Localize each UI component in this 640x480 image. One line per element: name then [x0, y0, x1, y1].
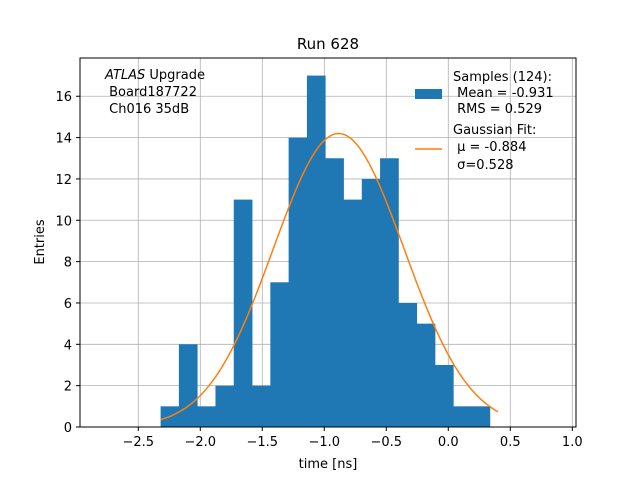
y-tick-label-7: 14: [55, 132, 72, 147]
legend-hist-line-3: RMS = 0.529: [453, 102, 542, 117]
histogram-bar-1: [178, 344, 198, 427]
histogram-bar-16: [453, 406, 472, 427]
histogram-bar-9: [325, 158, 344, 427]
histogram-bar-8: [306, 75, 326, 428]
y-tick-label-6: 12: [55, 173, 72, 188]
x-tick-label-5: 0.0: [438, 435, 459, 450]
chart-title: Run 628: [297, 35, 359, 53]
x-tick-label-3: −1.0: [308, 435, 340, 450]
histogram-bar-12: [380, 158, 399, 427]
x-tick-label-0: −2.5: [122, 435, 154, 450]
y-tick-label-8: 16: [55, 90, 72, 105]
y-tick-label-3: 6: [64, 297, 72, 312]
x-tick-label-4: −0.5: [370, 435, 402, 450]
x-axis-ticks: −2.5 −2.0 −1.5 −1.0 −0.5 0.0 0.5 1.0: [122, 427, 583, 450]
histogram-bar-2: [197, 406, 216, 427]
y-tick-label-2: 4: [64, 338, 72, 353]
histogram-bar-11: [361, 178, 381, 427]
legend-fit-line-1: Gaussian Fit:: [453, 123, 536, 138]
legend-fit-line-2: μ = -0.884: [453, 140, 526, 155]
y-tick-label-5: 10: [55, 214, 72, 229]
histogram-bar-17: [471, 406, 491, 427]
histogram-bar-10: [343, 199, 363, 427]
annotation-line-3: Ch016 35dB: [105, 102, 189, 117]
legend-hist-line-2: Mean = -0.931: [453, 86, 554, 101]
histogram-bar-7: [288, 137, 308, 427]
histogram-bar-4: [233, 199, 253, 427]
histogram-bar-13: [398, 302, 418, 427]
histogram-bar-14: [416, 323, 436, 427]
y-axis-ticks: 0 2 4 6 8 10 12 14 16: [55, 90, 80, 436]
x-axis-label: time [ns]: [299, 457, 358, 472]
legend-hist-swatch: [415, 89, 442, 99]
legend-fit-line-3: σ=0.528: [453, 158, 513, 173]
annotation-line-2: Board187722: [105, 85, 197, 100]
legend-hist-line-1: Samples (124):: [453, 70, 552, 85]
histogram-bar-15: [434, 364, 454, 427]
annotation-box: ATLAS Upgrade Board187722 Ch016 35dB: [104, 68, 205, 117]
histogram-bar-6: [270, 282, 290, 427]
annotation-line-1: ATLAS Upgrade: [104, 68, 205, 83]
y-tick-label-1: 2: [64, 380, 72, 395]
x-tick-label-1: −2.0: [184, 435, 216, 450]
y-tick-label-4: 8: [64, 256, 72, 271]
histogram-bars: [160, 75, 491, 428]
y-tick-label-0: 0: [64, 421, 72, 436]
histogram-bar-5: [252, 385, 271, 427]
x-tick-label-6: 0.5: [500, 435, 521, 450]
histogram-bar-3: [215, 385, 235, 427]
x-tick-label-2: −1.5: [246, 435, 278, 450]
plot-area-frame: [79, 57, 577, 428]
legend: Samples (124): Mean = -0.931 RMS = 0.529…: [415, 70, 554, 173]
annotation-atlas-italic: ATLAS: [104, 68, 145, 83]
x-tick-label-7: 1.0: [562, 435, 583, 450]
annotation-upgrade: Upgrade: [145, 68, 205, 83]
gaussian-fit-curve: [160, 132, 499, 421]
y-axis-label: Entries: [33, 219, 48, 265]
